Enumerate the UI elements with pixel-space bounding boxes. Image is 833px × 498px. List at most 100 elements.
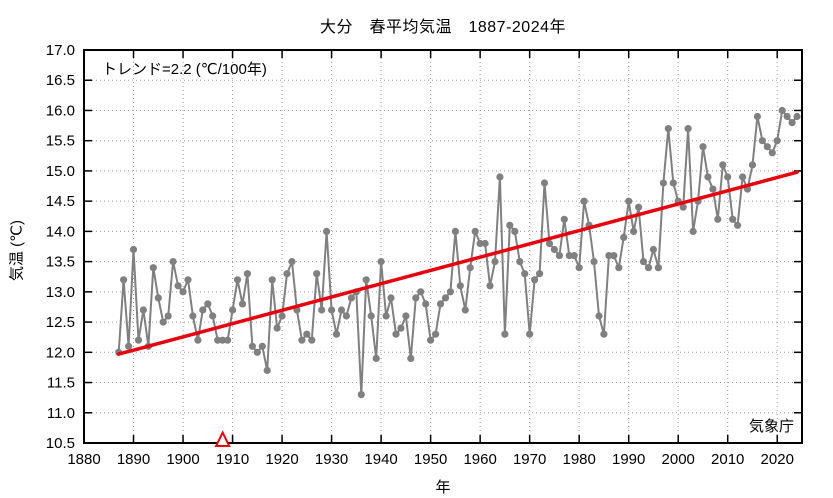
data-point (654, 264, 663, 272)
data-point (575, 264, 583, 272)
data-point (407, 354, 415, 362)
data-point (768, 149, 776, 157)
data-point (709, 185, 717, 193)
data-point (273, 324, 281, 332)
x-tick-label: 2020 (761, 451, 794, 468)
x-tick-label: 1910 (216, 451, 249, 468)
data-point (238, 300, 247, 308)
data-point (610, 252, 618, 260)
data-point (615, 264, 623, 272)
data-point (719, 161, 727, 169)
data-point (372, 354, 380, 362)
data-point (714, 215, 722, 223)
data-point (149, 264, 157, 272)
data-point (308, 336, 316, 344)
x-tick-label: 1960 (463, 451, 496, 468)
data-point (649, 245, 658, 254)
data-point (318, 306, 326, 314)
temperature-series-line (117, 109, 798, 396)
data-point (441, 294, 450, 302)
data-point (481, 239, 489, 248)
data-point (506, 221, 514, 229)
data-point (763, 143, 771, 151)
data-point (496, 173, 504, 181)
data-point (550, 245, 559, 254)
x-tick-label: 1880 (67, 451, 100, 468)
y-tick-label: 16.0 (46, 102, 75, 119)
data-point (486, 282, 494, 290)
data-point (679, 203, 687, 211)
data-point (684, 125, 692, 133)
data-point (134, 336, 143, 344)
data-point (639, 258, 648, 266)
data-point (174, 282, 182, 290)
data-point (491, 258, 499, 266)
data-point (397, 324, 405, 332)
data-point (258, 342, 266, 350)
data-point (758, 137, 767, 145)
y-tick-label: 16.5 (46, 72, 75, 89)
data-point (288, 258, 296, 266)
data-point (446, 288, 454, 296)
data-point (422, 300, 430, 308)
data-point (580, 197, 588, 205)
station-move-triangle-icon (214, 430, 231, 447)
x-tick-label: 2010 (711, 451, 744, 468)
data-point (625, 197, 633, 205)
y-tick-label: 11.5 (47, 375, 75, 392)
data-point (169, 258, 177, 266)
y-tick-label: 13.5 (46, 254, 75, 271)
data-point (402, 312, 410, 320)
data-point (204, 300, 212, 308)
data-point (194, 336, 202, 344)
x-tick-label: 1900 (166, 451, 199, 468)
data-point (278, 312, 286, 320)
data-point (540, 179, 549, 187)
y-tick-label: 11.0 (47, 405, 75, 422)
data-point (783, 112, 791, 121)
data-point (729, 215, 737, 223)
data-point (432, 330, 440, 338)
data-point (501, 330, 509, 338)
data-point (159, 318, 167, 326)
y-tick-label: 15.5 (46, 133, 75, 150)
data-point (417, 288, 425, 296)
data-point (357, 391, 365, 399)
data-point (268, 276, 276, 284)
data-point (263, 366, 271, 374)
trend-annotation: トレンド=2.2 (℃/100年) (102, 61, 267, 78)
chart-title: 大分 春平均気温 1887-2024年 (319, 19, 567, 36)
data-point (521, 270, 529, 278)
data-point (545, 239, 554, 248)
data-point (129, 245, 138, 254)
x-tick-label: 1980 (562, 451, 595, 468)
y-tick-label: 17.0 (46, 42, 75, 59)
data-point (328, 306, 336, 314)
data-point (248, 342, 256, 350)
x-tick-label: 2000 (662, 451, 695, 468)
data-point (323, 227, 331, 235)
data-point (298, 336, 306, 344)
data-point (139, 306, 147, 314)
data-point (332, 330, 341, 338)
plot-border (83, 49, 803, 444)
data-point (664, 125, 672, 133)
data-point (387, 294, 395, 302)
data-point (531, 276, 539, 284)
source-attribution: 気象庁 (748, 418, 794, 435)
y-tick-label: 10.5 (46, 435, 75, 452)
data-point (451, 227, 459, 235)
data-point (669, 179, 677, 187)
data-point (461, 306, 469, 314)
data-point (125, 342, 133, 350)
data-point (347, 294, 355, 302)
y-tick-label: 15.0 (46, 163, 75, 180)
data-point (620, 233, 628, 241)
data-point (184, 276, 192, 284)
data-point (724, 173, 732, 181)
y-tick-label: 12.5 (46, 314, 75, 331)
data-point (243, 270, 251, 278)
data-point (570, 252, 578, 260)
data-point (233, 276, 242, 284)
